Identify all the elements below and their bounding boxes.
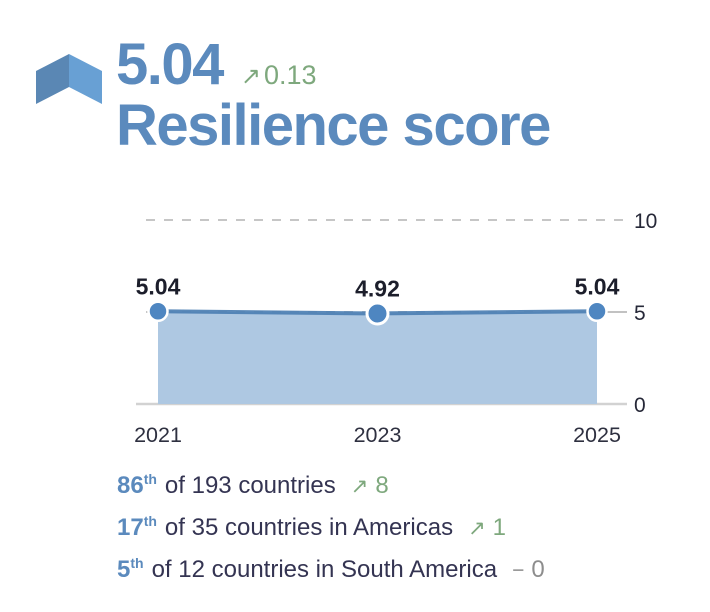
trend-chart: 5.04 4.92 5.04 0 5 10 2021 2023 2025 [134,210,657,447]
rank-change: ↗ 8 [351,472,389,500]
folded-flag-right-face [69,54,102,104]
data-point-label: 5.04 [575,273,620,299]
rank-ordinal: 17th [117,513,157,541]
data-point-marker-2021[interactable] [147,300,169,323]
folded-flag-icon [36,54,102,104]
y-tick-label: 5 [634,302,646,325]
score-delta: ↗ 0.13 [241,60,317,91]
ranking-americas: 17th of 35 countries in Americas ↗ 1 [117,513,545,542]
data-point-label: 5.04 [136,273,181,299]
rank-description: of 193 countries [164,472,336,499]
x-tick-label: 2025 [573,423,621,447]
rank-change: ↗ 1 [468,514,506,542]
rank-ordinal: 86th [117,471,157,499]
rank-description: of 35 countries in Americas [164,514,454,541]
y-tick-label: 0 [634,394,646,417]
folded-flag-left-face [36,54,69,104]
trend-up-icon: ↗ [468,517,486,540]
x-tick-label: 2021 [134,423,182,447]
ordinal-suffix: th [143,513,157,529]
ordinal-suffix: th [130,555,144,571]
score-delta-value: 0.13 [264,60,317,90]
data-point-marker-2025[interactable] [586,300,608,323]
rank-description: of 12 countries in South America [151,556,498,583]
data-point-label: 4.92 [355,275,400,301]
trend-up-icon: ↗ [350,475,369,498]
rankings-list: 86th of 193 countries ↗ 8 17th of 35 cou… [117,471,545,597]
data-point-marker-2023[interactable] [365,301,390,326]
score-value: 5.04 [116,32,224,97]
y-tick-label: 10 [634,210,657,233]
ordinal-suffix: th [143,471,157,487]
rank-ordinal: 5th [117,555,144,583]
ranking-world: 86th of 193 countries ↗ 8 [117,471,545,500]
trend-area [158,311,597,404]
rank-change-value: 8 [375,472,389,499]
rank-change: − 0 [512,556,545,584]
rank-change-value: 1 [492,514,507,541]
trend-flat-icon: − [512,559,525,582]
page-title: Resilience score [116,93,551,158]
x-tick-label: 2023 [354,423,402,447]
ranking-south-america: 5th of 12 countries in South America − 0 [117,555,545,584]
trend-up-icon: ↗ [240,63,261,90]
score-row: 5.04 ↗ 0.13 [116,36,317,94]
rank-change-value: 0 [531,556,545,583]
